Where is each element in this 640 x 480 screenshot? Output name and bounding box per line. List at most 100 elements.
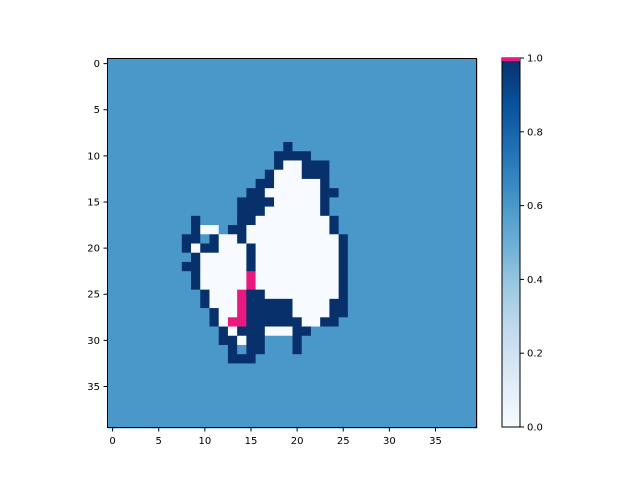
heatmap-cell <box>292 197 303 208</box>
heatmap-cell <box>310 188 321 198</box>
heatmap-cell <box>347 105 358 115</box>
heatmap-cell <box>467 298 478 309</box>
heatmap-cell <box>283 317 293 327</box>
heatmap-cell <box>292 354 303 364</box>
heatmap-cell <box>200 178 210 189</box>
heatmap-cell <box>292 114 303 124</box>
heatmap-cell <box>246 132 257 143</box>
x-tick-label: 35 <box>429 436 442 447</box>
heatmap-cell <box>347 326 358 337</box>
heatmap-cell <box>421 114 432 124</box>
heatmap-cell <box>467 335 478 346</box>
heatmap-cell <box>218 197 229 208</box>
heatmap-cell <box>412 225 423 235</box>
heatmap-cell <box>375 132 386 143</box>
heatmap-cell <box>458 86 469 97</box>
heatmap-cell <box>292 363 303 374</box>
heatmap-cell <box>338 308 349 318</box>
heatmap-cell <box>430 391 441 401</box>
heatmap-cell <box>366 400 376 410</box>
heatmap-cell <box>403 151 413 161</box>
heatmap-cell <box>301 381 312 392</box>
y-tick-label: 5 <box>94 105 100 116</box>
heatmap-cell <box>403 123 413 134</box>
heatmap-cell <box>403 317 413 327</box>
heatmap-cell <box>430 289 441 300</box>
heatmap-cell <box>264 271 275 281</box>
heatmap-cell <box>412 381 423 392</box>
heatmap-cell <box>227 289 238 300</box>
heatmap-cell <box>227 243 238 254</box>
heatmap-cell <box>264 354 275 364</box>
heatmap-cell <box>357 381 367 392</box>
heatmap-cell <box>393 418 404 429</box>
heatmap-cell <box>292 206 303 217</box>
heatmap-cell <box>172 354 183 364</box>
heatmap-cell <box>301 178 312 189</box>
heatmap-cell <box>384 298 395 309</box>
heatmap-cell <box>292 188 303 198</box>
heatmap-cell <box>227 308 238 318</box>
heatmap-cell <box>200 197 210 208</box>
heatmap-cell <box>384 271 395 281</box>
heatmap-cell <box>440 234 450 244</box>
heatmap-cell <box>200 289 210 300</box>
heatmap-cell <box>292 418 303 429</box>
heatmap-cell <box>338 354 349 364</box>
heatmap-cell <box>209 59 220 69</box>
heatmap-cell <box>412 178 423 189</box>
heatmap-cell <box>191 271 201 281</box>
heatmap-cell <box>144 363 155 374</box>
heatmap-cell <box>255 59 266 69</box>
heatmap-cell <box>163 206 173 217</box>
heatmap-cell <box>283 280 293 291</box>
heatmap-cell <box>467 215 478 226</box>
heatmap-cell <box>366 261 376 272</box>
heatmap-cell <box>412 335 423 346</box>
heatmap-cell <box>126 317 137 327</box>
heatmap-cell <box>274 197 284 208</box>
heatmap-cell <box>227 151 238 161</box>
heatmap-cell <box>246 317 257 327</box>
heatmap-cell <box>320 77 330 88</box>
heatmap-cell <box>283 95 293 106</box>
heatmap-cell <box>227 132 238 143</box>
heatmap-cell <box>144 142 155 152</box>
heatmap-cell <box>144 114 155 124</box>
heatmap-cell <box>218 372 229 383</box>
heatmap-cell <box>338 132 349 143</box>
heatmap-cell <box>144 95 155 106</box>
heatmap-cell <box>430 132 441 143</box>
heatmap-cell <box>412 243 423 254</box>
heatmap-cell <box>440 418 450 429</box>
heatmap-cell <box>227 381 238 392</box>
heatmap-cell <box>357 188 367 198</box>
heatmap-cell <box>135 400 146 410</box>
heatmap-cell <box>191 160 201 171</box>
colorbar-tick-label: 0.6 <box>527 201 543 212</box>
heatmap-cell <box>246 418 257 429</box>
heatmap-cell <box>163 169 173 180</box>
heatmap-cell <box>301 418 312 429</box>
heatmap-cell <box>126 225 137 235</box>
heatmap-cell <box>274 225 284 235</box>
heatmap-cell <box>412 298 423 309</box>
heatmap-cell <box>218 68 229 78</box>
heatmap-cell <box>403 344 413 355</box>
heatmap-cell <box>440 105 450 115</box>
heatmap-cell <box>421 344 432 355</box>
heatmap-cell <box>301 114 312 124</box>
heatmap-cell <box>403 114 413 124</box>
heatmap-cell <box>274 234 284 244</box>
heatmap-cell <box>421 298 432 309</box>
heatmap-cell <box>375 151 386 161</box>
heatmap-cell <box>292 298 303 309</box>
heatmap-cell <box>375 289 386 300</box>
heatmap-cell <box>154 169 164 180</box>
heatmap-cell <box>449 123 459 134</box>
heatmap-cell <box>366 68 376 78</box>
heatmap-cell <box>172 298 183 309</box>
heatmap-cell <box>117 363 127 374</box>
heatmap-cell <box>154 188 164 198</box>
